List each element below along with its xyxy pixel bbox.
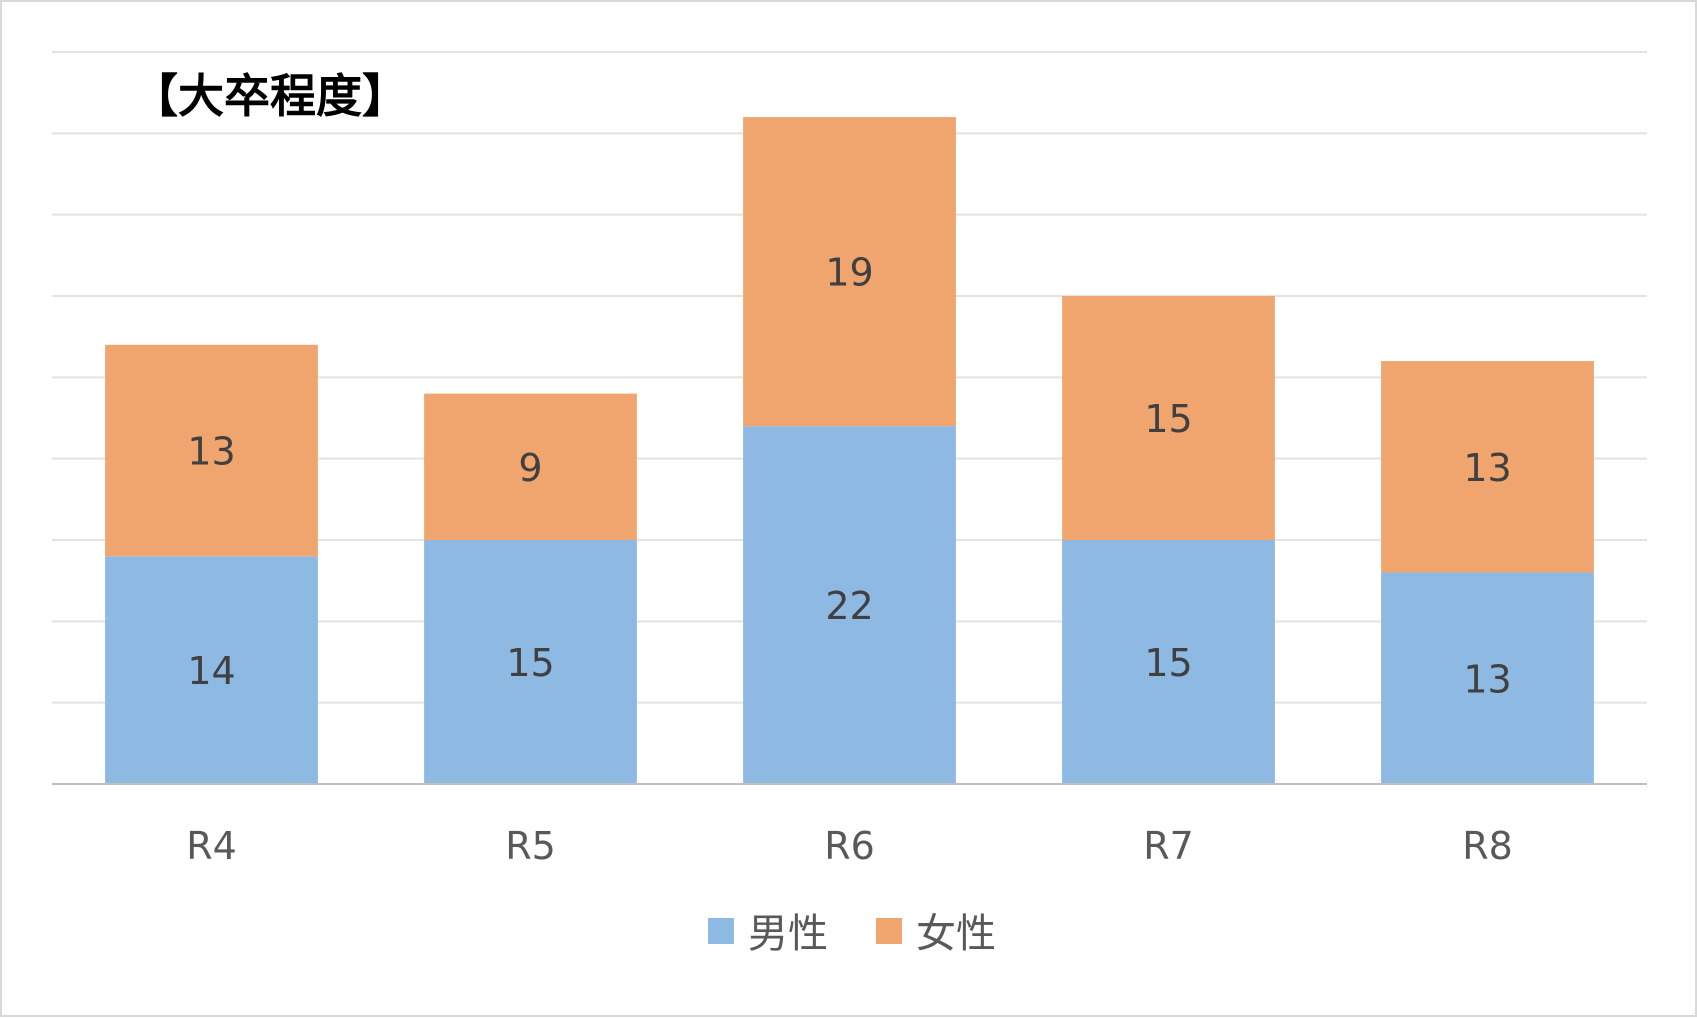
bar-R7-series-0 (1062, 540, 1275, 784)
data-label-R7-series-1: 15 (1144, 397, 1192, 441)
data-label-R4-series-0: 14 (187, 649, 235, 693)
x-tick-label-R4: R4 (186, 824, 237, 868)
chart-title: 【大卒程度】 (132, 69, 408, 123)
bar-R4-series-0 (105, 556, 318, 784)
bar-R6-series-0 (743, 426, 956, 784)
bar-R8-series-0 (1381, 572, 1594, 784)
bar-R5-series-1 (424, 393, 637, 540)
x-tick-label-R8: R8 (1462, 824, 1513, 868)
legend: 男性 女性 (708, 911, 996, 957)
legend-swatch-series-0 (708, 918, 734, 944)
data-label-R6-series-0: 22 (825, 584, 873, 628)
data-label-R5-series-0: 15 (506, 641, 554, 685)
bar-R5-series-0 (424, 540, 637, 784)
x-tick-label-R7: R7 (1143, 824, 1194, 868)
data-label-R6-series-1: 19 (825, 251, 873, 295)
data-label-R4-series-1: 13 (187, 430, 235, 474)
bar-R6-series-1 (743, 117, 956, 427)
bars (105, 117, 1594, 784)
data-label-R5-series-1: 9 (518, 446, 542, 490)
legend-label-series-0: 男性 (748, 911, 828, 957)
x-tick-label-R6: R6 (824, 824, 875, 868)
data-label-R7-series-0: 15 (1144, 641, 1192, 685)
data-label-R8-series-1: 13 (1463, 446, 1511, 490)
x-tick-label-R5: R5 (505, 824, 556, 868)
data-label-R8-series-0: 13 (1463, 657, 1511, 701)
bar-R4-series-1 (105, 344, 318, 557)
x-axis-tick-labels: R4 R5 R6 R7 R8 (186, 824, 1513, 868)
bar-R7-series-1 (1062, 296, 1275, 540)
data-labels: 14 13 15 9 22 19 15 15 13 13 (187, 251, 1511, 702)
legend-swatch-series-1 (876, 918, 902, 944)
bar-R8-series-1 (1381, 361, 1594, 573)
legend-label-series-1: 女性 (916, 911, 996, 957)
